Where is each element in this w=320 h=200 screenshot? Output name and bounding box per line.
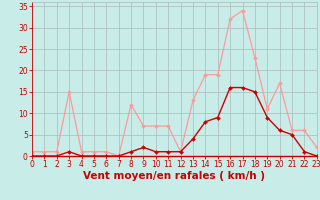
X-axis label: Vent moyen/en rafales ( km/h ): Vent moyen/en rafales ( km/h ) <box>84 171 265 181</box>
